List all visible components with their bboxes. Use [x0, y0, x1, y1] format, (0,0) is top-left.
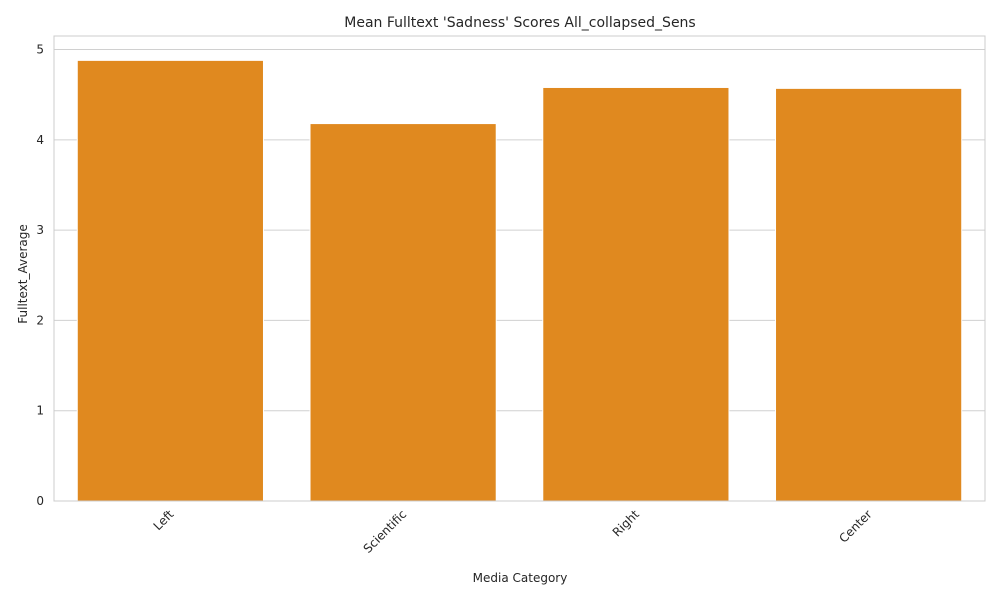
plot-frame: [53, 35, 986, 502]
bar-center: [775, 87, 963, 502]
y-tick-label: 2: [36, 313, 44, 327]
y-tick-label: 5: [36, 43, 44, 57]
chart-title: Mean Fulltext 'Sadness' Scores All_colla…: [344, 15, 695, 31]
bars: [76, 59, 963, 502]
y-tick-label: 3: [36, 223, 44, 237]
bar-left: [76, 59, 264, 502]
y-tick-label: 4: [36, 133, 44, 147]
x-axis-label: Media Category: [473, 571, 568, 585]
x-tick-label: Scientific: [361, 507, 410, 556]
x-tick-label: Center: [836, 507, 875, 546]
y-tick-labels: 0 1 2 3 4 5: [36, 43, 44, 508]
y-tick-label: 0: [36, 494, 44, 508]
x-tick-label: Left: [151, 507, 177, 533]
bar-scientific: [309, 123, 497, 502]
y-tick-label: 1: [36, 404, 44, 418]
y-axis-label: Fulltext_Average: [16, 224, 30, 323]
x-tick-label: Right: [610, 507, 642, 539]
bar-right: [542, 86, 730, 502]
x-tick-labels: Left Scientific Right Center: [151, 507, 875, 556]
